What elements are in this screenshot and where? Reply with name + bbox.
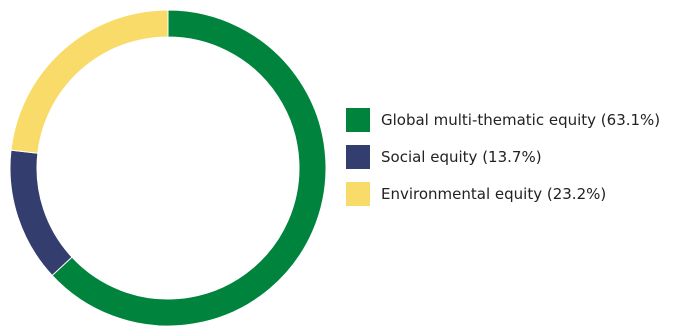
legend-swatch-global-multi-thematic-equity xyxy=(346,107,370,132)
chart-legend: Global multi-thematic equity (63.1%) Soc… xyxy=(346,106,660,217)
legend-label-environmental-equity: Environmental equity (23.2%) xyxy=(381,184,607,203)
donut-slice-social-equity xyxy=(9,149,73,277)
legend-swatch-social-equity xyxy=(346,144,370,169)
legend-swatch-environmental-equity xyxy=(346,181,370,206)
legend-item-social-equity: Social equity (13.7%) xyxy=(346,143,660,170)
donut-slice-global-multi-thematic-equity xyxy=(51,9,327,327)
legend-item-global-multi-thematic-equity: Global multi-thematic equity (63.1%) xyxy=(346,106,660,133)
legend-item-environmental-equity: Environmental equity (23.2%) xyxy=(346,180,660,207)
legend-label-global-multi-thematic-equity: Global multi-thematic equity (63.1%) xyxy=(381,110,661,129)
donut-slice-environmental-equity xyxy=(10,9,169,154)
legend-label-social-equity: Social equity (13.7%) xyxy=(381,147,542,166)
